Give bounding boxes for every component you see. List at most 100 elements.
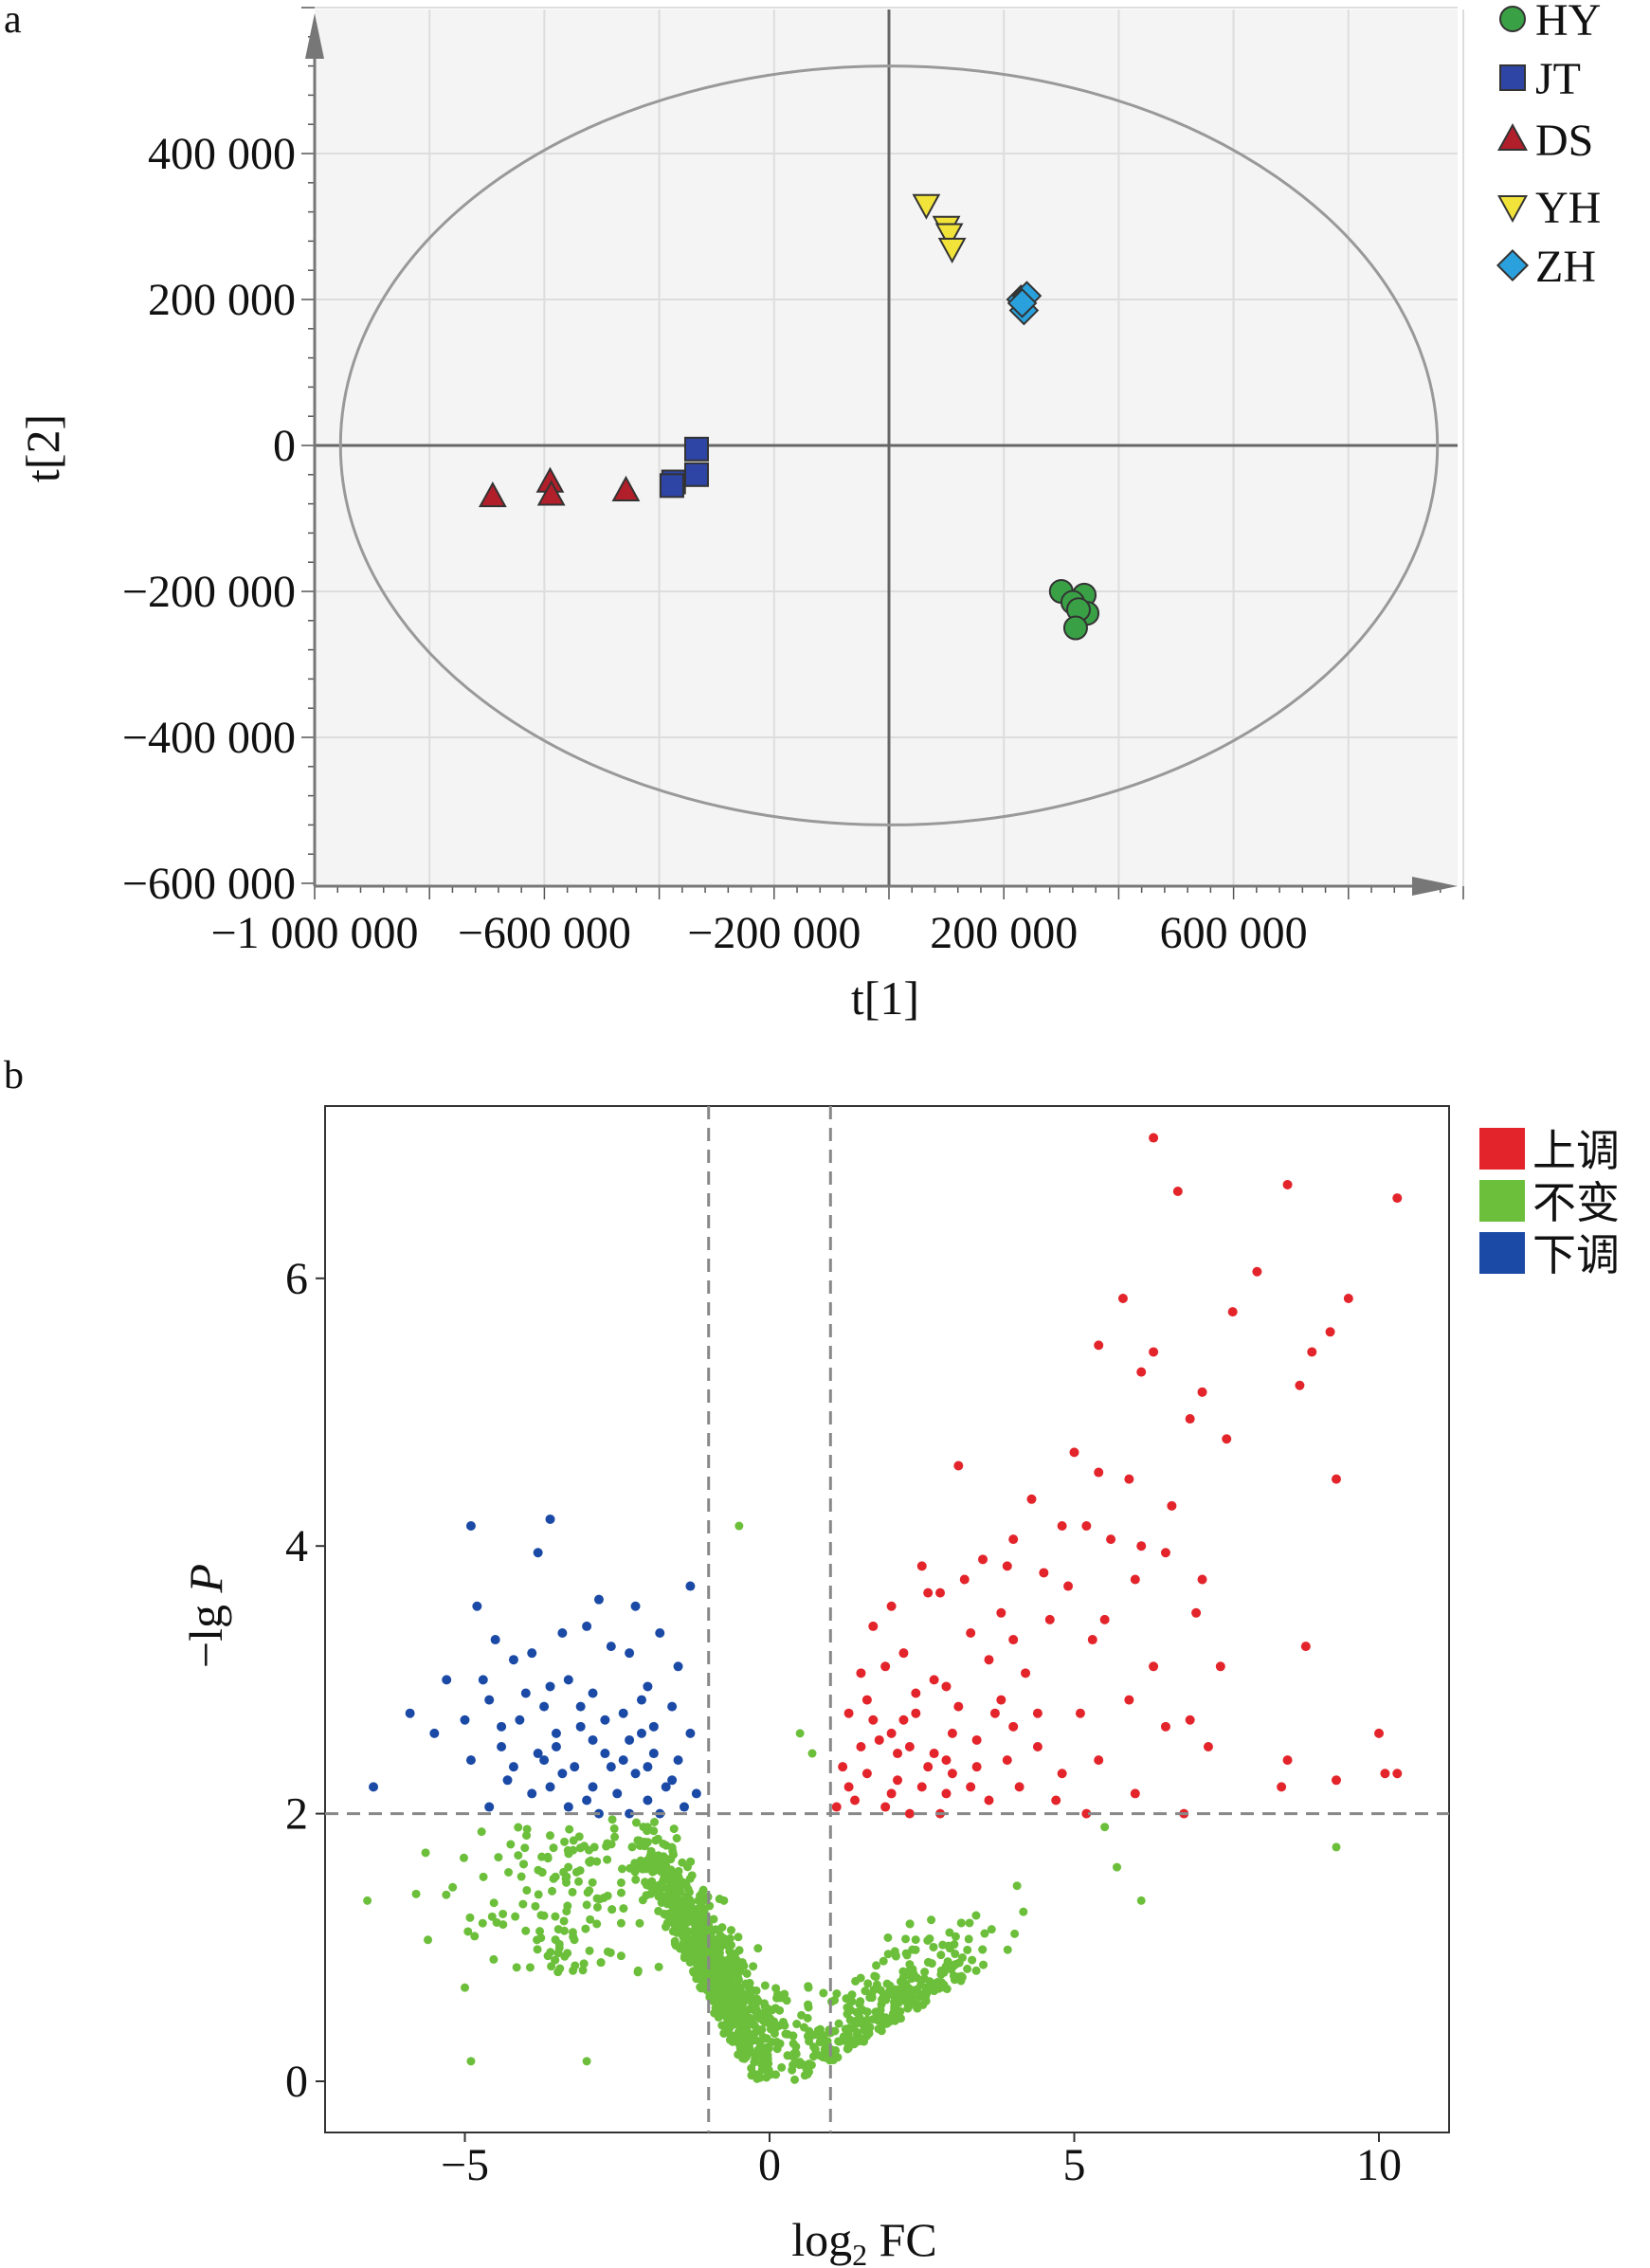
point-unchanged	[585, 1886, 594, 1896]
point-unchanged	[908, 1987, 917, 1996]
point-downregulated	[582, 1795, 592, 1805]
point-upregulated	[1063, 1581, 1074, 1591]
point-unchanged	[987, 1925, 996, 1934]
volcano-x-tick-label: 10	[1356, 2140, 1402, 2190]
point-unchanged	[728, 2037, 737, 2046]
point-downregulated	[582, 1621, 592, 1631]
point-unchanged	[679, 1932, 688, 1941]
point-unchanged	[908, 1965, 917, 1974]
y-title-main: −lg	[179, 1592, 232, 1668]
point-unchanged	[518, 1899, 528, 1909]
point-unchanged	[783, 2051, 792, 2060]
point-downregulated	[636, 1695, 646, 1705]
point-upregulated	[1160, 1548, 1170, 1558]
point-unchanged	[797, 2010, 807, 2020]
point-unchanged	[520, 1843, 530, 1853]
point-unchanged	[536, 1911, 546, 1920]
point-unchanged	[890, 1947, 899, 1956]
point-unchanged	[525, 1963, 535, 1972]
point-unchanged	[678, 1858, 687, 1867]
point-unchanged	[832, 1989, 842, 1999]
point-downregulated	[442, 1675, 452, 1685]
point-unchanged	[963, 1964, 972, 1973]
point-unchanged	[650, 1818, 660, 1827]
point-downregulated	[630, 1769, 641, 1779]
legend-marker-jt	[1499, 64, 1526, 91]
point-upregulated	[1331, 1775, 1341, 1786]
point-downregulated	[667, 1775, 678, 1786]
y-title-italic: P	[179, 1564, 232, 1594]
point-downregulated	[557, 1627, 568, 1638]
point-unchanged	[851, 1976, 861, 1986]
point-downregulated	[648, 1721, 659, 1732]
point-unchanged	[749, 1962, 758, 1971]
point-unchanged	[930, 1987, 939, 1996]
point-unchanged	[582, 2057, 591, 2066]
point-unchanged	[863, 1979, 873, 1988]
point-downregulated	[643, 1681, 653, 1692]
point-downregulated	[465, 1755, 476, 1766]
point-upregulated	[1032, 1708, 1043, 1718]
point-unchanged	[929, 1942, 938, 1951]
point-unchanged	[726, 1959, 735, 1969]
point-unchanged	[421, 1848, 430, 1858]
point-unchanged	[778, 2017, 788, 2026]
point-unchanged	[687, 1871, 697, 1880]
point-unchanged	[775, 2005, 785, 2015]
point-unchanged	[569, 1836, 578, 1845]
point-downregulated	[679, 1802, 689, 1812]
point-upregulated	[856, 1668, 866, 1678]
point-unchanged	[904, 2000, 914, 2009]
point-unchanged	[584, 1845, 593, 1855]
point-unchanged	[964, 1934, 973, 1944]
point-unchanged	[898, 1991, 908, 2001]
point-unchanged	[937, 1978, 947, 1987]
point-downregulated	[502, 1775, 513, 1786]
point-downregulated	[545, 1514, 555, 1524]
point-unchanged	[965, 1918, 974, 1928]
point-upregulated	[1008, 1635, 1019, 1645]
point-unchanged	[489, 1898, 499, 1908]
point-unchanged	[667, 1843, 677, 1853]
point-unchanged	[596, 1958, 606, 1968]
point-unchanged	[680, 1951, 690, 1961]
point-unchanged	[681, 1894, 691, 1903]
point-unchanged	[742, 1969, 752, 1978]
x-title-main: log	[791, 2213, 852, 2266]
point-upregulated	[1307, 1347, 1317, 1357]
point-upregulated	[1167, 1500, 1177, 1511]
point-unchanged	[569, 1966, 578, 1975]
point-upregulated	[1222, 1434, 1232, 1444]
point-unchanged	[575, 1843, 585, 1853]
pca-y-tick-label: 400 000	[148, 129, 296, 179]
point-unchanged	[564, 1849, 573, 1859]
point-upregulated	[966, 1627, 976, 1638]
point-unchanged	[777, 2062, 787, 2072]
point-downregulated	[369, 1782, 379, 1792]
point-downregulated	[551, 1728, 561, 1738]
point-downregulated	[643, 1795, 653, 1805]
point-unchanged	[763, 2072, 772, 2081]
point-upregulated	[978, 1554, 988, 1565]
point-unchanged	[448, 1882, 458, 1892]
point-upregulated	[1215, 1661, 1225, 1672]
pca-points	[478, 193, 1100, 641]
point-unchanged	[634, 1836, 644, 1845]
point-downregulated	[606, 1642, 616, 1652]
point-unchanged	[575, 1866, 585, 1876]
point-upregulated	[996, 1607, 1006, 1618]
point-upregulated	[1136, 1541, 1147, 1551]
point-unchanged	[921, 1996, 931, 2005]
point-unchanged	[646, 1846, 656, 1856]
point-unchanged	[956, 1918, 966, 1928]
point-downregulated	[625, 1734, 635, 1745]
point-unchanged	[808, 2030, 818, 2040]
point-upregulated	[923, 1588, 934, 1598]
point-unchanged	[442, 1890, 451, 1899]
point-upregulated	[1227, 1307, 1238, 1317]
point-unchanged	[968, 1955, 977, 1965]
pca-point-jt	[683, 436, 709, 462]
point-unchanged	[592, 1919, 602, 1929]
